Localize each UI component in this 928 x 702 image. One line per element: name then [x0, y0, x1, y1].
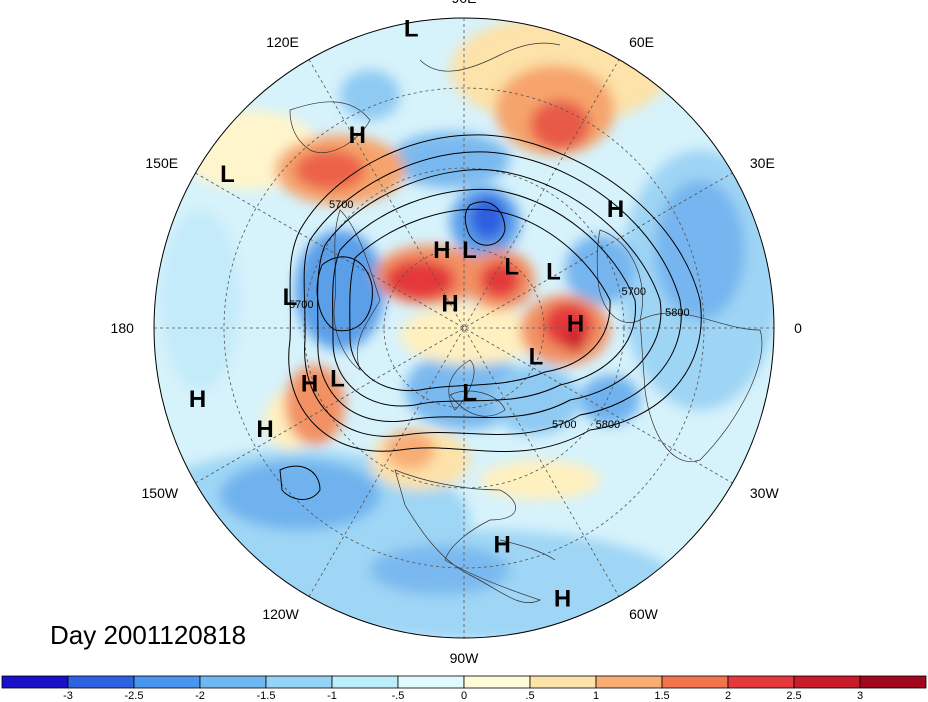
contour-label: 5800 [596, 419, 620, 431]
colorbar-tick-label: -3 [63, 690, 73, 702]
colorbar-swatch [595, 675, 663, 689]
longitude-label: 120E [266, 34, 299, 50]
low-pressure-label: L [283, 284, 298, 311]
contour-label: 5700 [329, 199, 353, 211]
contour-label: 5700 [622, 286, 646, 298]
longitude-label: 90E [452, 0, 477, 6]
longitude-label: 150E [145, 155, 178, 171]
colorbar-tick-label: -2.5 [125, 690, 144, 702]
shaded-anomaly-field [154, 18, 774, 638]
colorbar-tick-label: 2 [725, 690, 731, 702]
colorbar-tick-label: 2.5 [786, 690, 801, 702]
colorbar-swatch [331, 675, 399, 689]
colorbar-tick-label: -2 [195, 690, 205, 702]
contour-label: 5800 [665, 307, 689, 319]
colorbar-tick-label: -1.5 [257, 690, 276, 702]
high-pressure-label: H [433, 237, 450, 264]
low-pressure-label: L [529, 344, 544, 371]
colorbar-swatch [397, 675, 465, 689]
colorbar-tick-label: 0 [461, 690, 467, 702]
colorbar-swatch [793, 675, 861, 689]
high-pressure-label: H [494, 531, 511, 558]
longitude-label: 30W [750, 485, 780, 501]
colorbar-tick-label: -.5 [392, 690, 405, 702]
high-pressure-label: H [441, 290, 458, 317]
contour-label: 5700 [552, 419, 576, 431]
longitude-label: 0 [794, 320, 802, 336]
colorbar-swatches [1, 675, 927, 689]
colorbar-swatch [199, 675, 267, 689]
colorbar-tick-label: .5 [525, 690, 534, 702]
contour-label: 5700 [289, 299, 313, 311]
longitude-label: 30E [750, 155, 775, 171]
colorbar-tick-label: -1 [327, 690, 337, 702]
colorbar-swatch [1, 675, 69, 689]
high-pressure-label: H [554, 585, 571, 612]
colorbar-swatch [265, 675, 333, 689]
polar-stereographic-map: 90E 60E 30E 0 30W 60W 90W 120W 150W 180 150E 120E H… [111, 0, 803, 666]
colorbar: -3 -2.5 -2 -1.5 -1 -.5 0 .5 1 1.5 2 2.5 3 [1, 675, 927, 702]
colorbar-swatch [529, 675, 597, 689]
longitude-label: 60E [629, 34, 654, 50]
colorbar-tick-label: 3 [857, 690, 863, 702]
colorbar-swatch [133, 675, 201, 689]
low-pressure-label: L [330, 366, 345, 393]
high-pressure-label: H [607, 196, 624, 223]
graticule [154, 18, 774, 638]
colorbar-tick-label: 1 [593, 690, 599, 702]
low-pressure-label: L [546, 259, 561, 286]
colorbar-swatch [463, 675, 531, 689]
longitude-label: 120W [262, 606, 299, 622]
globe-outline [153, 17, 775, 639]
coastlines [289, 42, 763, 604]
colorbar-swatch [727, 675, 795, 689]
high-pressure-label: H [349, 122, 366, 149]
high-pressure-label: H [256, 416, 273, 443]
low-pressure-label: L [462, 379, 477, 406]
colorbar-tick-labels: -3 -2.5 -2 -1.5 -1 -.5 0 .5 1 1.5 2 2.5 3 [63, 690, 863, 702]
low-pressure-label: L [462, 237, 477, 264]
colorbar-swatch [661, 675, 729, 689]
contour-value-labels: 5700 5700 5700 5800 5700 5800 [289, 199, 690, 431]
colorbar-tick-label: 1.5 [654, 690, 669, 702]
longitude-labels: 90E 60E 30E 0 30W 60W 90W 120W 150W 180 150E 120E [111, 0, 803, 666]
colorbar-swatch [67, 675, 135, 689]
high-pressure-label: H [301, 371, 318, 398]
longitude-label: 180 [111, 320, 135, 336]
low-pressure-label: L [404, 15, 419, 42]
colorbar-swatch [859, 675, 927, 689]
height-contours [279, 134, 702, 500]
high-pressure-label: H [567, 311, 584, 338]
low-pressure-label: L [220, 161, 235, 188]
longitude-label: 60W [629, 606, 659, 622]
longitude-label: 90W [450, 650, 480, 666]
high-pressure-label: H [189, 386, 206, 413]
low-pressure-label: L [504, 253, 519, 280]
day-title: Day 2001120818 [50, 620, 247, 650]
longitude-label: 150W [142, 485, 179, 501]
